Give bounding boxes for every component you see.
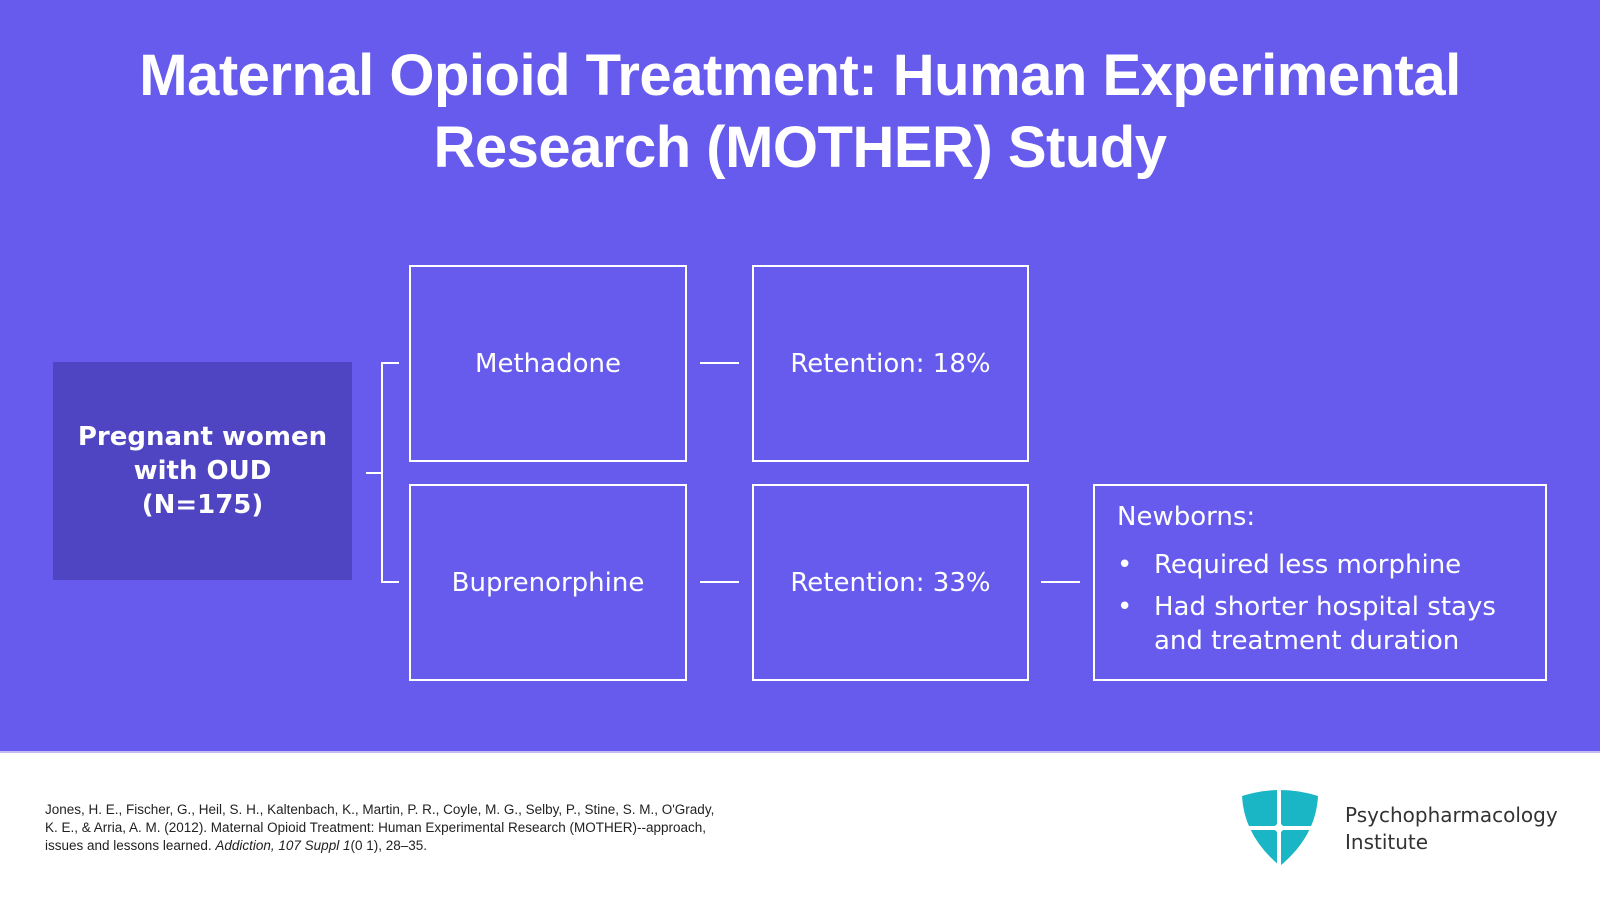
methadone-box: Methadone [409, 265, 687, 462]
methadone-retention-label: Retention: 18% [790, 348, 991, 379]
list-item: • Had shorter hospital stays and treatme… [1117, 592, 1496, 656]
institute-logo-text: Psychopharmacology Institute [1345, 803, 1558, 854]
bullet-icon: • [1117, 550, 1133, 580]
population-line-2: with OUD [133, 456, 272, 486]
methadone-connector [700, 362, 739, 364]
title-line-2: Research (MOTHER) Study [433, 115, 1167, 180]
bracket-top-tip [381, 362, 399, 364]
newborn-outcomes-box: Newborns: • Required less morphine • Had… [1093, 484, 1547, 681]
population-count: (N=175) [141, 490, 264, 520]
slide-panel: Maternal Opioid Treatment: Human Experim… [0, 0, 1600, 752]
newborn-outcomes-list: • Required less morphine • Had shorter h… [1117, 548, 1523, 658]
citation-journal: Addiction, 107 Suppl 1 [215, 838, 351, 853]
population-line-1: Pregnant women [77, 422, 328, 452]
bracket-bottom-tip [381, 581, 399, 583]
newborn-heading: Newborns: [1117, 502, 1256, 532]
slide-divider [0, 751, 1600, 753]
bullet-icon: • [1117, 592, 1133, 622]
buprenorphine-connector [700, 581, 739, 583]
list-item: • Required less morphine [1117, 550, 1462, 580]
bracket-vertical [381, 362, 383, 583]
shield-cross-icon [1238, 786, 1322, 866]
buprenorphine-retention-label: Retention: 33% [790, 567, 991, 598]
citation: Jones, H. E., Fischer, G., Heil, S. H., … [45, 802, 715, 853]
population-box: Pregnant women with OUD (N=175) [53, 362, 352, 580]
bracket-stub [366, 472, 383, 474]
slide-title: Maternal Opioid Treatment: Human Experim… [0, 40, 1600, 184]
methadone-retention-box: Retention: 18% [752, 265, 1029, 462]
buprenorphine-box: Buprenorphine [409, 484, 687, 681]
buprenorphine-retention-box: Retention: 33% [752, 484, 1029, 681]
newborn-connector [1041, 581, 1080, 583]
buprenorphine-label: Buprenorphine [451, 567, 645, 598]
title-line-1: Maternal Opioid Treatment: Human Experim… [139, 43, 1461, 108]
methadone-label: Methadone [475, 348, 621, 379]
